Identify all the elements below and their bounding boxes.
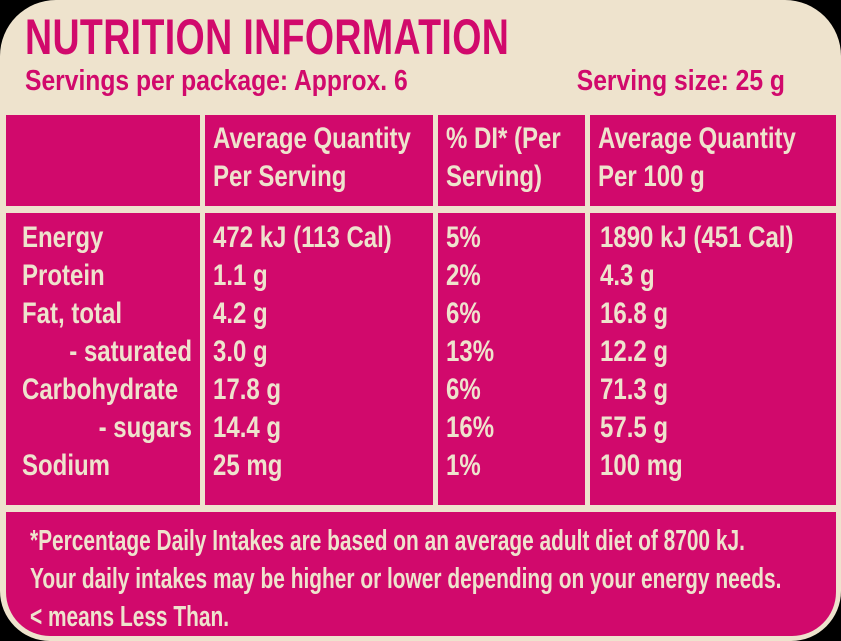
per-serving-value: 1.1 g <box>213 259 268 292</box>
header-line: Per 100 g <box>598 160 705 193</box>
header-cell-daily-intake: % DI* (Per Serving) <box>438 115 585 206</box>
serving-size: Serving size: 25 g <box>576 65 785 97</box>
header-line: Per Serving <box>213 160 347 193</box>
daily-intake-value: 16% <box>446 411 495 444</box>
label-header: NUTRITION INFORMATION Servings per packa… <box>25 10 841 98</box>
header-line: Average Quantity <box>213 122 411 155</box>
nutrient-name: - sugars <box>98 411 192 444</box>
nutrient-column: Energy Protein Fat, total - saturated Ca… <box>6 213 200 505</box>
per-100g-value: 12.2 g <box>600 335 669 368</box>
header-line: Serving) <box>446 160 543 193</box>
per-serving-value: 4.2 g <box>213 297 268 330</box>
footnote-line: *Percentage Daily Intakes are based on a… <box>30 525 745 557</box>
footnote-line: Your daily intakes may be higher or lowe… <box>30 563 782 595</box>
daily-intake-value: 5% <box>446 221 481 254</box>
per-serving-value: 17.8 g <box>213 373 282 406</box>
nutrition-table: Average Quantity Per Serving % DI* (Per … <box>6 115 836 505</box>
daily-intake-value: 13% <box>446 335 495 368</box>
header-line: % DI* (Per <box>446 122 561 155</box>
daily-intake-value: 6% <box>446 373 481 406</box>
servings-per-package: Servings per package: Approx. 6 <box>25 65 408 97</box>
per-serving-value: 472 kJ (113 Cal) <box>213 221 392 254</box>
per-100g-value: 1890 kJ (451 Cal) <box>600 221 794 254</box>
table-header-row: Average Quantity Per Serving % DI* (Per … <box>6 115 836 206</box>
header-cell-per-serving: Average Quantity Per Serving <box>205 115 433 206</box>
nutrient-name: Energy <box>22 221 104 254</box>
header-line: Average Quantity <box>598 122 796 155</box>
per-100g-value: 16.8 g <box>600 297 669 330</box>
header-cell-nutrient <box>6 115 200 206</box>
footnote-line: < means Less Than. <box>30 601 230 633</box>
page-title: NUTRITION INFORMATION <box>25 9 510 65</box>
per-100g-value: 100 mg <box>600 449 683 482</box>
nutrient-name: Carbohydrate <box>22 373 179 406</box>
per-100g-value: 57.5 g <box>600 411 669 444</box>
daily-intake-value: 6% <box>446 297 481 330</box>
per-100g-column: 1890 kJ (451 Cal) 4.3 g 16.8 g 12.2 g 71… <box>590 213 836 505</box>
nutrient-name: - saturated <box>69 335 192 368</box>
nutrient-name: Fat, total <box>22 297 122 330</box>
daily-intake-value: 1% <box>446 449 481 482</box>
per-serving-value: 14.4 g <box>213 411 282 444</box>
per-serving-value: 3.0 g <box>213 335 268 368</box>
per-100g-value: 71.3 g <box>600 373 669 406</box>
nutrient-name: Sodium <box>22 449 110 482</box>
per-100g-value: 4.3 g <box>600 259 655 292</box>
nutrient-name: Protein <box>22 259 105 292</box>
daily-intake-column: 5% 2% 6% 13% 6% 16% 1% <box>438 213 585 505</box>
footnote-panel: *Percentage Daily Intakes are based on a… <box>6 512 836 636</box>
daily-intake-value: 2% <box>446 259 481 292</box>
header-cell-per-100g: Average Quantity Per 100 g <box>590 115 836 206</box>
serving-info-row: Servings per package: Approx. 6 Serving … <box>25 64 841 98</box>
per-serving-column: 472 kJ (113 Cal) 1.1 g 4.2 g 3.0 g 17.8 … <box>205 213 433 505</box>
table-body: Energy Protein Fat, total - saturated Ca… <box>6 213 836 505</box>
per-serving-value: 25 mg <box>213 449 283 482</box>
